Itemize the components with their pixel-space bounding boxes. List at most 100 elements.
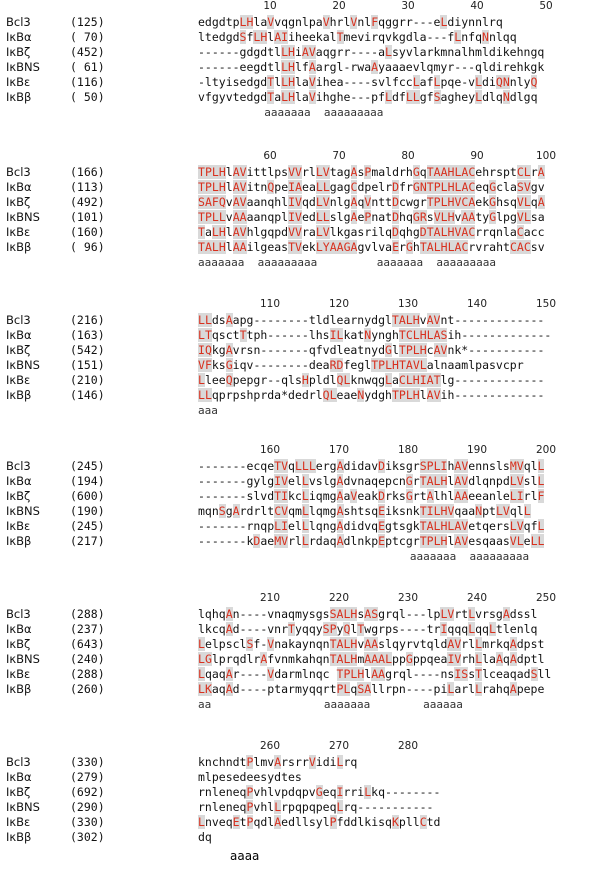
sequence-row: IκBNS ( 61) ------eegdtlLHlfAargl-rwaAyaaa… <box>0 60 604 75</box>
helix-annotation: aaaaaaa aaaaaaaaa aaaaaaa aaaaaaaaa <box>198 256 497 269</box>
protein-name: IκBNS <box>6 210 40 224</box>
protein-name: IκBβ <box>6 90 32 104</box>
protein-name: IκBζ <box>6 343 31 357</box>
sequence-row: Bcl3 (288) lqhqAn----vnaqmysgsSALHsASgrql-… <box>0 607 604 622</box>
sequence-text: -------slvdTIkcLiqmgAaVeakDrksGrtAlhlAAe… <box>198 489 545 503</box>
protein-name: IκBβ <box>6 830 32 844</box>
ruler-tick-label: 200 <box>535 444 557 456</box>
helix-annotation: aaaaaaa aaaaaaaaa <box>198 106 384 119</box>
protein-name: IκBNS <box>6 652 40 666</box>
sequence-text: rnleneqPvhlLrpqpqpeqLrq----------- <box>198 800 434 814</box>
sequence-text: ------gdgdtlLHiAVaqgrr----aLsyvlarkmnalh… <box>198 45 545 59</box>
start-position: (643) <box>70 637 105 651</box>
protein-name: IκBζ <box>6 45 31 59</box>
protein-name: IκBNS <box>6 504 40 518</box>
sequence-row: IκBζ (692) rnleneqPvhlvpdqpvGeqIrriLkq----… <box>0 785 604 800</box>
sequence-row: IκBα (163) LTqsctTtph------lhsILkatNynghTC… <box>0 328 604 343</box>
ruler-tick-label: 150 <box>535 298 557 310</box>
start-position: (288) <box>70 607 105 621</box>
start-position: (190) <box>70 504 105 518</box>
sequence-text: TPLHlAVittlpsVVrlLVtagAsPmaldrhGqTAAHLAC… <box>198 165 545 179</box>
start-position: (210) <box>70 373 105 387</box>
sequence-text: LLqprpshprda*dedrlQLeaeNydghTPLHlAVih---… <box>198 388 545 402</box>
sequence-text: ltedgdSfLHlAIiheekalTmevirqvkgdla---fLnf… <box>198 30 517 44</box>
start-position: (240) <box>70 652 105 666</box>
position-ruler: 160 170 180 190 200 <box>0 444 604 456</box>
start-position: (330) <box>70 755 105 769</box>
ruler-tick-label: 110 <box>259 298 281 310</box>
protein-name: IκBζ <box>6 489 31 503</box>
protein-name: Bcl3 <box>6 165 31 179</box>
sequence-text: SAFQvAVaanqhlIVqdLVnlgAqVnttDcwgrTPLHVCA… <box>198 195 545 209</box>
sequence-text: TPLLvAAaanqplIVedLLslgAePnatDhqGRsVLHvAA… <box>198 210 545 224</box>
sequence-text: -------ecqeTVqLLLergAdidavDiksgrSPLIhAVe… <box>198 459 545 473</box>
start-position: (302) <box>70 830 105 844</box>
sequence-row: IκBε (160) TaLHlAVhlgqpdVVraLVlkgasrilqDqh… <box>0 225 604 240</box>
protein-name: Bcl3 <box>6 755 31 769</box>
sequence-row: IκBβ ( 50) vfgyvtedgdTaLHlaVihghe---pfLdfL… <box>0 90 604 105</box>
ruler-tick-label: 240 <box>466 592 488 604</box>
helix-annotation: aaa <box>198 404 218 417</box>
ruler-tick-label: 210 <box>259 592 281 604</box>
start-position: (692) <box>70 785 105 799</box>
sequence-text: LKaqAd----ptarmyqqrtPLqSAllrpn----piLarl… <box>198 682 545 696</box>
position-ruler: 260 270 280 <box>0 740 604 752</box>
sequence-row: IκBNS (190) mqnSgArdrltCVqmLlqmgAshtsqEiks… <box>0 504 604 519</box>
sequence-row: IκBNS (151) VFksGiqv--------deaRDfeglTPLHT… <box>0 358 604 373</box>
start-position: (160) <box>70 225 105 239</box>
ruler-tick-label: 220 <box>328 592 350 604</box>
sequence-row: IκBβ (217) -------kDaeMVrlLrdaqAdlnkpEptcg… <box>0 534 604 549</box>
sequence-row: Bcl3 (166) TPLHlAVittlpsVVrlLVtagAsPmaldrh… <box>0 165 604 180</box>
sequence-text: LLdsAapg--------tldlearnydglTALHvAVnt---… <box>198 313 545 327</box>
sequence-text: knchndtPlmvArsrrVidiLrq <box>198 755 358 769</box>
sequence-row: IκBβ (146) LLqprpshprda*dedrlQLeaeNydghTPL… <box>0 388 604 403</box>
ruler-tick-label: 80 <box>401 150 415 162</box>
ruler-tick-label: 230 <box>397 592 419 604</box>
sequence-text: edgdtpLHlaVvqgnlpaVhrlVnlFqggrr---eLdiyn… <box>198 15 503 29</box>
start-position: (194) <box>70 474 105 488</box>
sequence-text: VFksGiqv--------deaRDfeglTPLHTAVLalnaaml… <box>198 358 524 372</box>
sequence-row: IκBζ (452) ------gdgdtlLHiAVaqgrr----aLsyv… <box>0 45 604 60</box>
protein-name: IκBβ <box>6 388 32 402</box>
protein-name: Bcl3 <box>6 15 31 29</box>
sequence-text: dq <box>198 830 212 844</box>
protein-name: IκBα <box>6 328 32 342</box>
sequence-text: TPLHlAVitnQpeIAeaLLgagCdpelrDfrGNTPLHLAC… <box>198 180 545 194</box>
start-position: (163) <box>70 328 105 342</box>
sequence-row: IκBε (288) LqaqAr----Vdarmlnqc TPLHlAAgrql… <box>0 667 604 682</box>
sequence-row: IκBα (194) -------gylgIVelLvslgAdvnaqepcnG… <box>0 474 604 489</box>
ruler-tick-label: 140 <box>466 298 488 310</box>
ruler-tick-label: 280 <box>397 740 419 752</box>
sequence-row: IκBNS (290) rnleneqPvhlLrpqpqpeqLrq-------… <box>0 800 604 815</box>
sequence-text: -ltyisedgdTlLHlaVihea----svlfccLafLpqe-v… <box>198 75 538 89</box>
protein-name: Bcl3 <box>6 459 31 473</box>
sequence-row: IκBε (210) LleeQpepgr--qlsHpldlQLknwqgLaCL… <box>0 373 604 388</box>
protein-name: IκBα <box>6 770 32 784</box>
start-position: (330) <box>70 815 105 829</box>
start-position: (279) <box>70 770 105 784</box>
sequence-row: IκBζ (600) -------slvdTIkcLiqmgAaVeakDrksG… <box>0 489 604 504</box>
sequence-text: LTqsctTtph------lhsILkatNynghTCLHLASih--… <box>198 328 552 342</box>
alignment-block: 110 120 130 140 150 Bcl3 (216) LLdsAapg--------… <box>0 298 604 438</box>
ruler-tick-label: 20 <box>332 0 346 12</box>
position-ruler: 210 220 230 240 250 <box>0 592 604 604</box>
sequence-row: IκBε (330) LnveqEtPqdlAedllsylPfddlkisqKpl… <box>0 815 604 830</box>
start-position: (151) <box>70 358 105 372</box>
ruler-tick-label: 130 <box>397 298 419 310</box>
ruler-tick-label: 60 <box>263 150 277 162</box>
start-position: (101) <box>70 210 105 224</box>
start-position: (288) <box>70 667 105 681</box>
alignment-block: 260 270 280 Bcl3 (330) knchndtPlmvArsrrVidiLr… <box>0 740 604 880</box>
sequence-text: TALHlAAilgeasTVekLYAAGAgvlvaErGhTALHLACr… <box>198 240 545 254</box>
helix-annotation: aaaaaaa aaaaaaaaa <box>198 550 530 563</box>
sequence-text: mqnSgArdrltCVqmLlqmgAshtsqEiksnkTILHVqaa… <box>198 504 531 518</box>
start-position: (125) <box>70 15 105 29</box>
sequence-row: IκBα (113) TPLHlAVitnQpeIAeaLLgagCdpelrDfr… <box>0 180 604 195</box>
protein-name: IκBε <box>6 815 31 829</box>
start-position: ( 50) <box>70 90 105 104</box>
protein-name: Bcl3 <box>6 607 31 621</box>
start-position: (166) <box>70 165 105 179</box>
sequence-text: vfgyvtedgdTaLHlaVihghe---pfLdfLLgfSaghey… <box>198 90 538 104</box>
start-position: (542) <box>70 343 105 357</box>
protein-name: IκBε <box>6 75 31 89</box>
